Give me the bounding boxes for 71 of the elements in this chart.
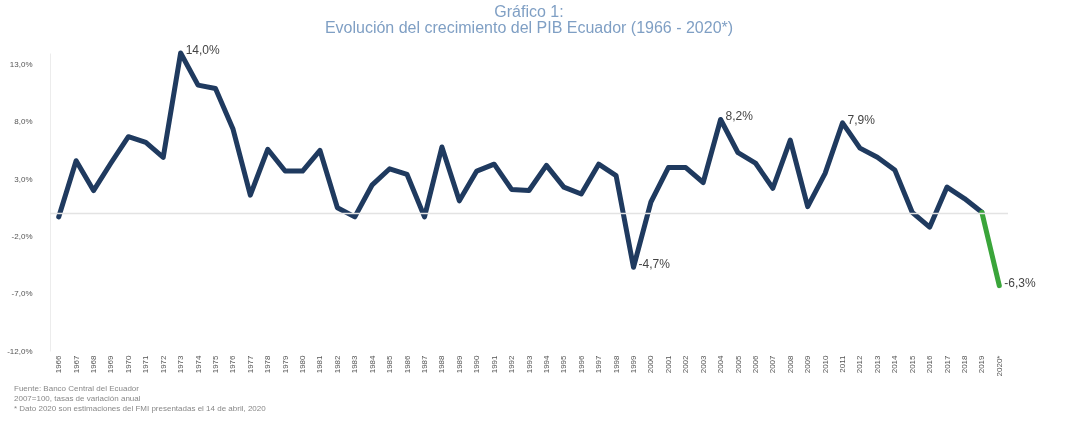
- text: * Dato 2020 son estimaciones del FMI presentadas el 14 de abril, 2020: [14, 404, 266, 414]
- x-tick-label: 1984: [367, 354, 377, 374]
- data-label: 14,0%: [185, 43, 220, 57]
- data-label: -4,7%: [638, 257, 671, 272]
- y-tick-label: -2,0%: [11, 231, 33, 241]
- x-tick-label: 1990: [472, 354, 482, 374]
- x-tick-label: 2016: [925, 354, 935, 374]
- x-tick-label: 1993: [524, 354, 534, 374]
- x-tick-label: 2000: [646, 354, 656, 374]
- x-tick-label: 1982: [332, 354, 342, 374]
- x-tick-label: 2018: [959, 354, 969, 374]
- x-tick-label: 1997: [594, 354, 604, 374]
- x-tick-label: 2012: [855, 354, 865, 374]
- x-tick-label: 2009: [803, 354, 813, 374]
- x-tick-label: 1991: [489, 354, 499, 374]
- x-tick-label: 2005: [733, 354, 743, 374]
- x-tick-label: 1988: [437, 354, 447, 374]
- x-tick-label: 1968: [89, 354, 99, 374]
- x-tick-label: 2008: [785, 354, 795, 374]
- x-tick-label: 1974: [193, 354, 203, 374]
- x-tick-label: 1983: [350, 354, 360, 374]
- x-tick-label: 2004: [716, 354, 726, 374]
- x-tick-label: 1978: [263, 354, 273, 374]
- x-tick-label: 2020*: [994, 355, 1004, 377]
- y-tick-label: -12,0%: [7, 346, 33, 356]
- x-tick-label: 2013: [872, 354, 882, 374]
- x-tick-label: 2014: [890, 354, 900, 374]
- x-tick-label: 1986: [402, 354, 412, 374]
- x-tick-label: 1969: [106, 354, 116, 374]
- x-tick-label: 1999: [629, 354, 639, 374]
- chart-title: Gráfico 1:: [494, 3, 564, 20]
- text: 2007=100, tasas de variación anual: [14, 394, 142, 404]
- x-tick-label: 1973: [176, 354, 186, 374]
- x-tick-label: 1989: [454, 354, 464, 374]
- y-tick-label: 3,0%: [14, 174, 33, 184]
- data-label: -6,3%: [1004, 275, 1036, 290]
- x-tick-label: 1985: [385, 354, 395, 374]
- data-label: 7,9%: [847, 112, 876, 127]
- x-tick-label: 1975: [210, 354, 220, 374]
- x-tick-label: 2011: [838, 354, 848, 373]
- x-tick-label: 1971: [141, 354, 151, 374]
- x-tick-label: 1979: [280, 354, 290, 374]
- x-tick-label: 1994: [541, 354, 551, 374]
- x-tick-label: 2010: [820, 354, 830, 374]
- x-tick-label: 2015: [907, 354, 917, 374]
- x-tick-label: 1980: [298, 354, 308, 374]
- x-tick-label: 2019: [977, 354, 987, 374]
- x-tick-label: 2007: [768, 354, 778, 374]
- x-tick-label: 1992: [507, 354, 517, 374]
- x-tick-label: 1970: [123, 354, 133, 374]
- y-tick-label: 8,0%: [14, 117, 33, 127]
- x-tick-label: 1967: [71, 354, 81, 374]
- y-tick-label: -7,0%: [11, 289, 33, 299]
- x-tick-label: 2017: [942, 354, 952, 374]
- y-tick-label: 13,0%: [9, 59, 33, 69]
- chart-subtitle: Evolución del crecimiento del PIB Ecuador (1966 - 2020*): [324, 19, 734, 36]
- x-tick-label: 2001: [663, 354, 673, 374]
- x-tick-label: 1995: [559, 354, 569, 374]
- x-tick-label: 1977: [245, 354, 255, 374]
- x-tick-label: 1966: [54, 354, 64, 374]
- x-tick-label: 1976: [228, 354, 238, 374]
- x-tick-label: 2003: [698, 354, 708, 374]
- x-tick-label: 1998: [611, 354, 621, 374]
- x-tick-label: 1981: [315, 354, 325, 374]
- x-tick-label: 1972: [158, 354, 168, 374]
- x-tick-label: 2006: [750, 354, 760, 374]
- x-tick-label: 2002: [681, 354, 691, 374]
- data-label: 8,2%: [725, 109, 754, 124]
- x-tick-label: 1987: [419, 354, 429, 374]
- source-note: Fuente: Banco Central del Ecuador: [14, 384, 140, 394]
- x-tick-label: 1996: [576, 354, 586, 374]
